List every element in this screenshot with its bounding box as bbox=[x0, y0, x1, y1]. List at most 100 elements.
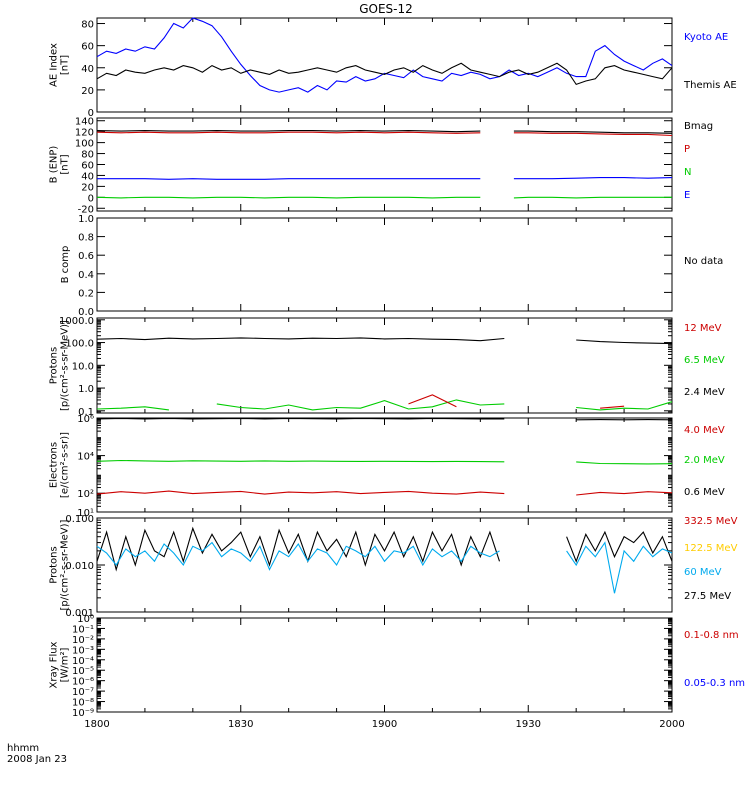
legend-entry: N bbox=[684, 167, 691, 178]
y-axis-label: B (ENP) bbox=[49, 146, 60, 184]
y-axis-label: [e/(cm²-s-sr)] bbox=[60, 432, 71, 498]
y-tick-label: 40 bbox=[81, 171, 94, 182]
series-line-bmag bbox=[97, 131, 480, 132]
panel-hiprotons: 0.0010.0100.100Protons[p/(cm²-s-sr-MeV)]… bbox=[49, 514, 738, 619]
y-tick-label: 140 bbox=[75, 117, 94, 128]
y-axis-label: Xray Flux bbox=[49, 641, 60, 688]
legend-entry: Bmag bbox=[684, 121, 713, 132]
legend-entry: E bbox=[684, 190, 690, 201]
y-tick-label: 60 bbox=[81, 42, 94, 53]
panel-xray: 10⁻⁹10⁻⁸10⁻⁷10⁻⁶10⁻⁵10⁻⁴10⁻³10⁻²10⁻¹10⁰X… bbox=[49, 614, 746, 719]
y-tick-label: 20 bbox=[81, 86, 94, 97]
y-axis-label: [nT] bbox=[60, 55, 71, 75]
legend-entry: 0.6 MeV bbox=[684, 487, 725, 498]
y-tick-label: 10⁻⁷ bbox=[72, 687, 94, 698]
legend-entry: 6.5 MeV bbox=[684, 355, 725, 366]
panel-protons: 0.11.010.0100.01000.0Protons[p/(cm²-s-sr… bbox=[49, 316, 725, 418]
legend-entry: 122.5 MeV bbox=[684, 543, 738, 554]
panel-frame bbox=[97, 218, 672, 311]
series-line-p bbox=[97, 132, 480, 133]
x-tick-label: 1800 bbox=[84, 719, 109, 730]
date-label: 2008 Jan 23 bbox=[7, 754, 67, 765]
panel-frame bbox=[97, 618, 672, 712]
legend-entry: Kyoto AE bbox=[684, 32, 728, 43]
legend-entry: 27.5 MeV bbox=[684, 591, 731, 602]
corner-label: hhmm bbox=[7, 743, 39, 754]
page-title: GOES-12 bbox=[359, 2, 413, 16]
x-tick-label: 2000 bbox=[659, 719, 684, 730]
series-line-2-0-mev bbox=[97, 461, 504, 462]
x-tick-label: 1830 bbox=[228, 719, 253, 730]
series-line-n bbox=[514, 197, 672, 198]
legend-entry: P bbox=[684, 144, 690, 155]
y-tick-label: 10² bbox=[77, 489, 94, 500]
x-tick-label: 1900 bbox=[372, 719, 397, 730]
series-line-12-mev bbox=[600, 406, 624, 408]
series-line-27-5-mev bbox=[97, 528, 500, 569]
y-tick-label: 10⁻¹ bbox=[72, 624, 94, 635]
legend-entry: Themis AE bbox=[683, 80, 737, 91]
y-tick-label: 1.0 bbox=[78, 214, 94, 225]
y-tick-label: 0.8 bbox=[78, 233, 94, 244]
x-tick-label: 1930 bbox=[516, 719, 541, 730]
series-line-6-5-mev bbox=[217, 400, 505, 410]
y-tick-label: 80 bbox=[81, 150, 94, 161]
y-axis-label: [p/(cm²-s-sr-MeV)] bbox=[60, 320, 71, 411]
series-line-themis-ae bbox=[97, 63, 672, 84]
legend-entry: 332.5 MeV bbox=[684, 516, 738, 527]
y-axis-label: Electrons bbox=[49, 442, 60, 488]
series-line-e bbox=[514, 178, 672, 179]
y-tick-label: 10⁻⁹ bbox=[72, 708, 94, 719]
y-tick-label: 100 bbox=[75, 139, 94, 150]
legend-entry: 12 MeV bbox=[684, 323, 722, 334]
y-tick-label: 10⁶ bbox=[77, 414, 94, 425]
legend-entry: 0.05-0.3 nm bbox=[684, 678, 745, 689]
series-line-0-6-mev bbox=[97, 418, 504, 419]
legend-entry: 0.1-0.8 nm bbox=[684, 630, 739, 641]
series-line-60-mev bbox=[567, 543, 672, 594]
series-line-2-4-mev bbox=[97, 338, 504, 341]
legend-entry: 4.0 MeV bbox=[684, 425, 725, 436]
series-line-6-5-mev bbox=[97, 407, 169, 410]
series-line-4-0-mev bbox=[576, 492, 672, 495]
series-line-2-0-mev bbox=[576, 462, 672, 464]
legend-entry: 2.4 MeV bbox=[684, 387, 725, 398]
y-axis-label: AE Index bbox=[49, 43, 60, 87]
y-tick-label: 80 bbox=[81, 20, 94, 31]
legend-entry: No data bbox=[684, 256, 723, 267]
y-tick-label: 10⁻⁴ bbox=[72, 656, 94, 667]
y-tick-label: 10⁻⁶ bbox=[72, 677, 94, 688]
panel-frame bbox=[97, 18, 672, 112]
y-tick-label: 10⁻⁸ bbox=[72, 698, 94, 709]
series-line-2-4-mev bbox=[576, 340, 672, 344]
y-tick-label: 10⁴ bbox=[77, 452, 94, 463]
y-tick-label: 10⁻³ bbox=[72, 645, 94, 656]
y-tick-label: 0.2 bbox=[78, 288, 94, 299]
y-tick-label: 20 bbox=[81, 182, 94, 193]
y-tick-label: 10.0 bbox=[72, 361, 94, 372]
y-tick-label: 0 bbox=[88, 193, 94, 204]
series-line-60-mev bbox=[97, 543, 500, 570]
y-axis-label: Protons bbox=[49, 347, 60, 384]
y-tick-label: 120 bbox=[75, 128, 94, 139]
y-tick-label: 60 bbox=[81, 161, 94, 172]
y-tick-label: 1.0 bbox=[78, 384, 94, 395]
y-tick-label: 0.6 bbox=[78, 251, 94, 262]
legend-entry: 60 MeV bbox=[684, 567, 722, 578]
panel-frame bbox=[97, 418, 672, 512]
y-tick-label: 0.4 bbox=[78, 270, 94, 281]
y-axis-label: [W/m²] bbox=[60, 647, 71, 682]
y-axis-label: [p/(cm²-s-sr-MeV)] bbox=[60, 519, 71, 610]
series-line-6-5-mev bbox=[576, 402, 672, 410]
series-line-27-5-mev bbox=[567, 532, 672, 561]
y-tick-label: 10⁰ bbox=[77, 614, 94, 625]
y-axis-label: [nT] bbox=[60, 154, 71, 174]
y-tick-label: 10⁻² bbox=[72, 635, 94, 646]
time-axis: 1800 1830 1900 1930 2000 bbox=[84, 719, 684, 730]
